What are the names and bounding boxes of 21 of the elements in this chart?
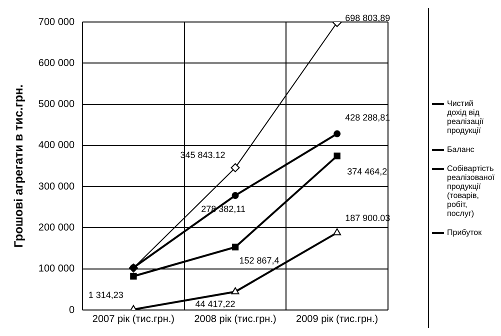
y-tick-label: 500 000 bbox=[38, 99, 75, 110]
data-label: 1 314,23 bbox=[88, 290, 124, 300]
data-label: 698 803,89 bbox=[345, 12, 390, 23]
y-tick-label: 0 bbox=[68, 304, 75, 316]
data-label: 44 417,22 bbox=[195, 299, 236, 310]
legend-label: Прибуток bbox=[447, 228, 482, 237]
data-label: 152 867,4 bbox=[239, 256, 280, 266]
x-tick-label: 2008 рік (тис.грн.) bbox=[194, 314, 276, 325]
legend-label: Баланс bbox=[447, 145, 474, 154]
y-tick-label: 400 000 bbox=[38, 140, 75, 152]
y-tick-label: 700 000 bbox=[38, 16, 75, 28]
legend-label: Чистий дохід від реалізації продукції bbox=[447, 99, 484, 135]
legend-label: Собівартість реалізованої продукції (товарів, робіт, послуг) bbox=[447, 164, 495, 218]
y-tick-label: 200 000 bbox=[38, 222, 75, 234]
data-label: 374 464,2 bbox=[347, 166, 388, 176]
y-tick-label: 100 000 bbox=[38, 264, 75, 275]
x-tick-label: 2009 рік (тис.грн.) bbox=[296, 314, 378, 325]
y-tick-label: 600 000 bbox=[38, 58, 75, 69]
x-tick-label: 2007 рік (тис.грн.) bbox=[92, 314, 174, 325]
y-axis-title: Грошові агрегати в тис.грн. bbox=[12, 84, 26, 248]
y-tick-label: 300 000 bbox=[38, 181, 75, 192]
